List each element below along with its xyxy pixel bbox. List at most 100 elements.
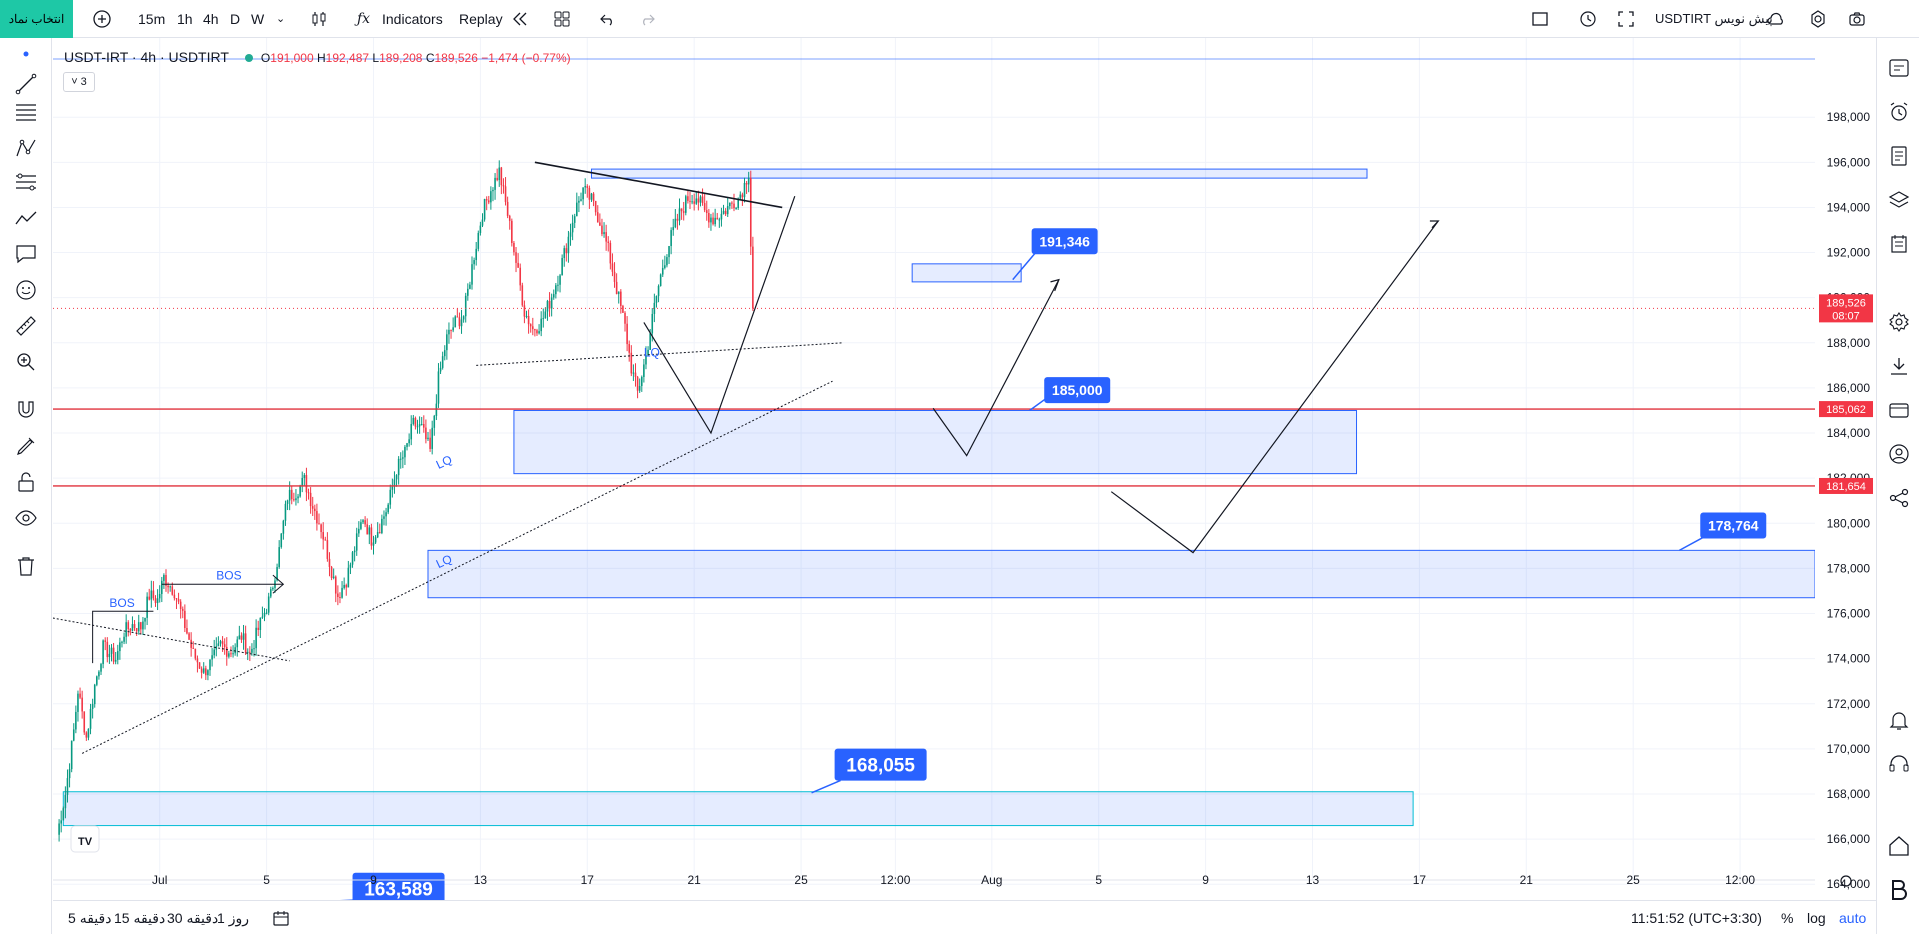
lock-icon[interactable] xyxy=(14,470,38,494)
magnet-icon[interactable] xyxy=(14,398,38,422)
replay-button[interactable]: Replay xyxy=(459,11,503,27)
auto-toggle[interactable]: auto xyxy=(1839,910,1867,926)
legend-collapse-button[interactable]: ˅ 3 xyxy=(63,72,95,92)
range-1d[interactable]: 1 روز xyxy=(217,910,249,926)
drawing-line[interactable] xyxy=(534,161,783,209)
data-window-icon[interactable] xyxy=(1887,144,1911,168)
drawing-line[interactable] xyxy=(92,610,154,664)
percent-toggle[interactable]: % xyxy=(1781,910,1794,926)
candle-body xyxy=(584,186,586,188)
candle-body xyxy=(655,296,658,303)
price-axis[interactable] xyxy=(1815,38,1876,900)
drawing-line[interactable] xyxy=(932,279,1060,457)
undo-icon[interactable] xyxy=(598,9,618,29)
support-headset-icon[interactable] xyxy=(1887,752,1911,776)
download-icon[interactable] xyxy=(1887,354,1911,378)
emoji-icon[interactable] xyxy=(14,278,38,302)
candle-type-icon[interactable] xyxy=(309,9,329,29)
range-15m[interactable]: 15 دقیقه xyxy=(114,910,166,926)
candle-body xyxy=(225,646,228,657)
projection-icon[interactable] xyxy=(14,206,38,230)
price-callout-box[interactable] xyxy=(834,748,927,781)
share-icon[interactable] xyxy=(1887,486,1911,510)
layout-name[interactable]: USDTIRT پیش نویس xyxy=(1655,11,1773,26)
candle-body xyxy=(144,617,146,622)
crosshair-dot-icon[interactable] xyxy=(14,42,38,66)
notes-icon[interactable] xyxy=(1887,232,1911,256)
drawing-line[interactable] xyxy=(643,195,796,435)
draw-mode-icon[interactable] xyxy=(14,434,38,458)
interval-w[interactable]: W xyxy=(251,11,265,27)
drawing-line[interactable] xyxy=(53,617,290,662)
legend-symbol[interactable]: USDT-IRT · 4h · USDTIRT xyxy=(64,49,229,65)
bell-icon[interactable] xyxy=(1887,708,1911,732)
range-30m[interactable]: 30 دقیقه xyxy=(167,910,219,926)
candle-body xyxy=(454,316,457,328)
chart-settings-icon[interactable] xyxy=(1887,310,1911,334)
redo-icon[interactable] xyxy=(637,9,657,29)
fullscreen-square-icon[interactable] xyxy=(1530,9,1550,29)
range-5m[interactable]: 5 دقیقه xyxy=(68,910,112,926)
drawing-line[interactable] xyxy=(476,342,844,366)
interval-15m[interactable]: 15m xyxy=(138,11,166,27)
drawing-line[interactable] xyxy=(1110,220,1439,554)
wallet-icon[interactable] xyxy=(1887,398,1911,422)
home-icon[interactable] xyxy=(1887,834,1911,858)
fullscreen-icon[interactable] xyxy=(1616,9,1636,29)
candle-body xyxy=(404,446,406,458)
alerts-icon[interactable] xyxy=(1887,100,1911,124)
layouts-icon[interactable] xyxy=(552,9,572,29)
price-callout-box[interactable] xyxy=(1700,512,1767,539)
camera-icon[interactable] xyxy=(1847,9,1867,29)
zone-rect[interactable] xyxy=(590,168,1368,179)
replay-icon[interactable] xyxy=(510,9,530,29)
candle-body xyxy=(504,186,507,202)
horizontal-lines-icon[interactable] xyxy=(14,100,38,124)
pattern-icon[interactable] xyxy=(14,136,38,160)
candle-body xyxy=(596,212,599,223)
zone-rect[interactable] xyxy=(427,549,1815,599)
interval-dropdown-icon[interactable]: ⌄ xyxy=(276,13,286,25)
candle-body xyxy=(228,653,230,657)
legend-open: 191,000 xyxy=(270,51,314,65)
price-callout-box[interactable] xyxy=(1044,377,1111,404)
settings-gear-icon[interactable] xyxy=(1808,9,1828,29)
goto-date-icon[interactable] xyxy=(271,908,291,928)
zone-rect[interactable] xyxy=(911,263,1022,283)
zone-rect[interactable] xyxy=(62,791,1414,827)
alert-clock-icon[interactable] xyxy=(1578,9,1598,29)
price-callout-box[interactable] xyxy=(352,872,445,905)
watchlist-icon[interactable] xyxy=(1887,56,1911,80)
eye-icon[interactable] xyxy=(14,506,38,530)
add-symbol-icon[interactable] xyxy=(92,9,112,29)
interval-1h[interactable]: 1h xyxy=(177,11,193,27)
annotation-icon[interactable] xyxy=(14,242,38,266)
log-toggle[interactable]: log xyxy=(1807,910,1826,926)
zoom-in-icon[interactable] xyxy=(14,350,38,374)
candle-body xyxy=(399,458,402,460)
indicators-icon[interactable]: ƒx xyxy=(357,11,371,27)
interval-4h[interactable]: 4h xyxy=(203,11,219,27)
broker-b-icon[interactable] xyxy=(1887,878,1911,902)
trend-line-icon[interactable] xyxy=(14,72,38,96)
candle-body xyxy=(339,596,341,598)
layers-icon[interactable] xyxy=(1887,188,1911,212)
symbol-search-button[interactable]: انتخاب نماد xyxy=(0,0,73,38)
cloud-save-icon[interactable] xyxy=(1766,9,1786,29)
trash-icon[interactable] xyxy=(14,554,38,578)
interval-d[interactable]: D xyxy=(230,11,241,27)
candle-body xyxy=(272,587,274,590)
zone-rect[interactable] xyxy=(513,409,1358,475)
account-icon[interactable] xyxy=(1887,442,1911,466)
candle-body xyxy=(450,329,452,331)
candle-body xyxy=(238,635,241,640)
indicators-button[interactable]: Indicators xyxy=(382,11,443,27)
fib-icon[interactable] xyxy=(14,170,38,194)
axis-settings-icon[interactable] xyxy=(1840,875,1852,887)
candle-body xyxy=(521,285,524,306)
candle-body xyxy=(506,201,509,216)
clock[interactable]: 11:51:52 (UTC+3:30) xyxy=(1631,910,1762,926)
ruler-icon[interactable] xyxy=(14,314,38,338)
price-callout-box[interactable] xyxy=(1031,228,1098,255)
